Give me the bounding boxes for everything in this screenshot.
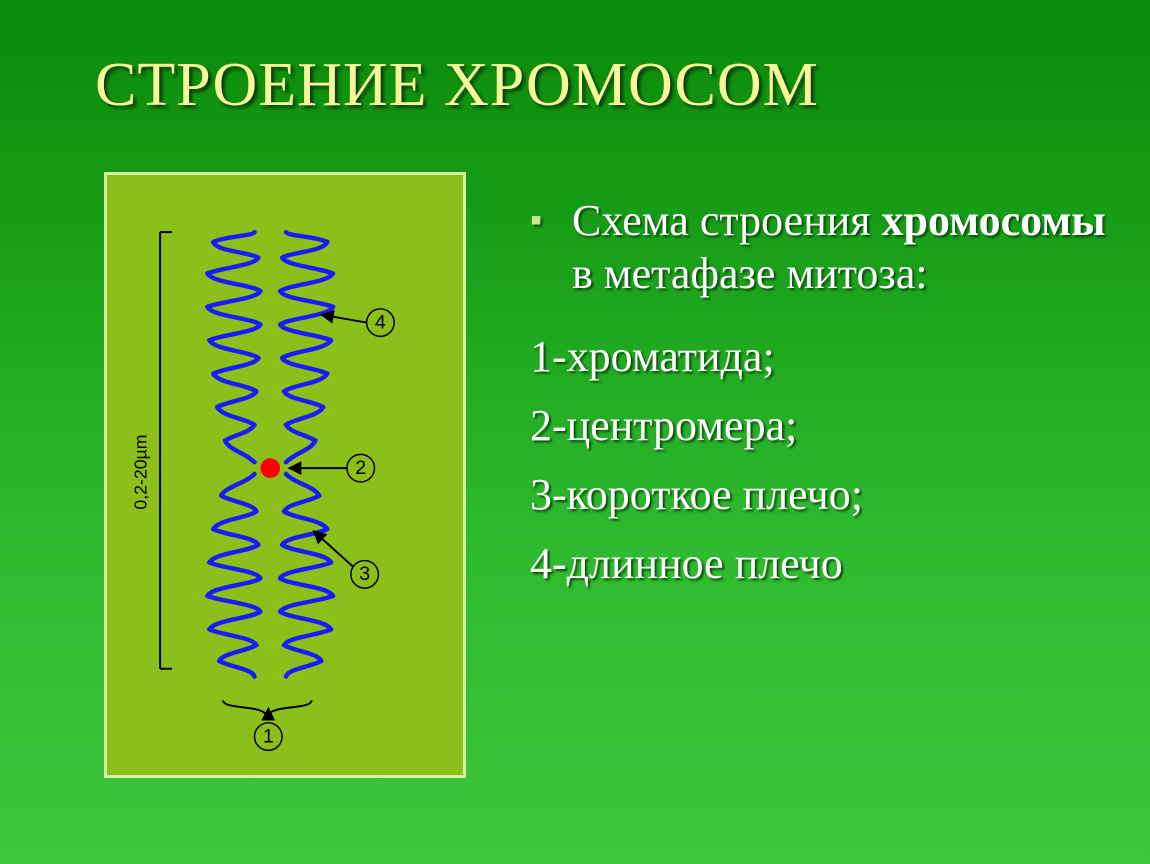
subtitle: Схема строения хромосомы в метафазе мито… [530,195,1110,301]
slide-title: СТРОЕНИЕ ХРОМОСОМ [95,50,819,121]
left-upper-arm [207,232,260,462]
scale-bracket: 0,2-20µm [130,232,172,669]
label-text-1: 1 [263,725,274,747]
label-text-2: 2 [355,457,366,479]
label-text-4: 4 [375,311,386,333]
item-4: 4-длинное плечо [530,536,1110,591]
chromosome-svg: 0,2-20µm 1 2 3 4 [107,175,463,775]
item-2: 2-центромера; [530,398,1110,453]
chromosome-diagram: 0,2-20µm 1 2 3 4 [104,172,466,778]
scale-label: 0,2-20µm [130,435,150,510]
subtitle-bold: хромосомы [882,196,1106,245]
label-arrow-4 [321,315,366,323]
subtitle-pre: Схема строения [572,196,882,245]
text-block: Схема строения хромосомы в метафазе мито… [530,195,1110,605]
subtitle-post: в метафазе митоза: [572,249,928,298]
centromere [260,458,280,478]
item-3: 3-короткое плечо; [530,467,1110,522]
right-lower-arm [280,474,333,677]
label-text-3: 3 [359,563,370,585]
label-arrow-3 [314,531,353,566]
left-lower-arm [207,474,260,677]
item-1: 1-хроматида; [530,329,1110,384]
right-upper-arm [280,232,333,462]
